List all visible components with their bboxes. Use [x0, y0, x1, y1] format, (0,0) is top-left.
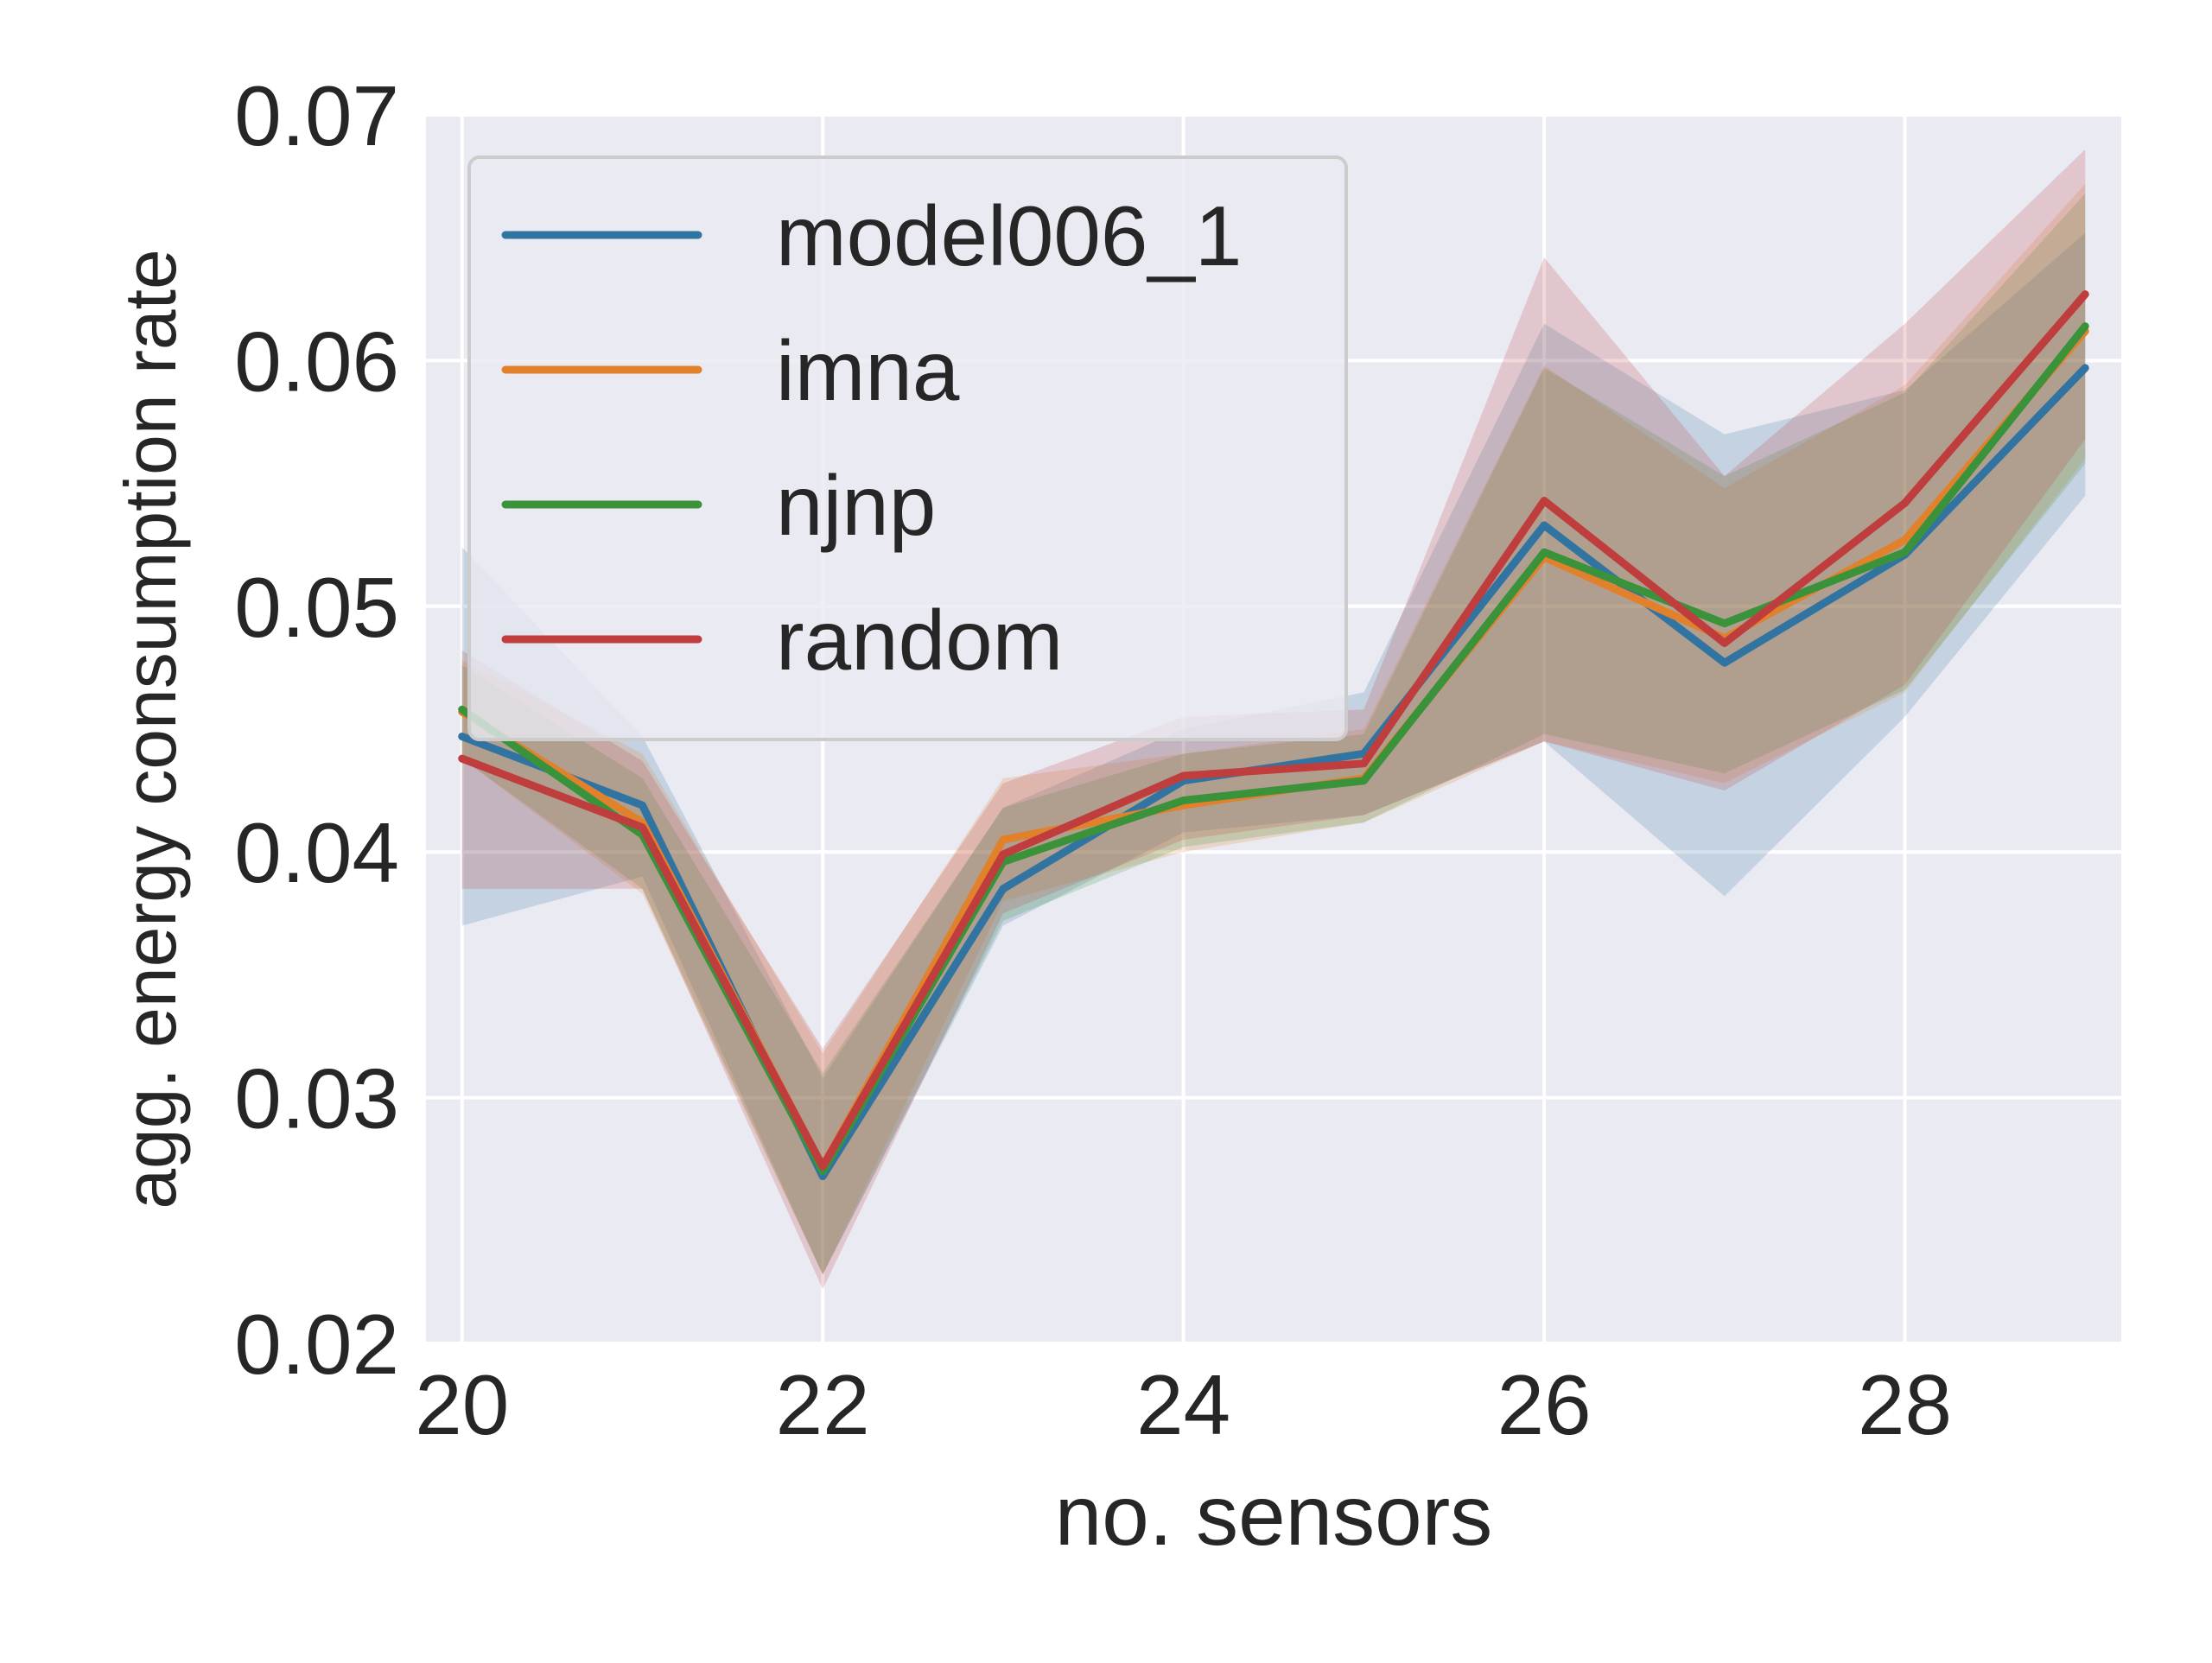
- y-tick-label: 0.04: [234, 805, 399, 900]
- legend-label-random: random: [776, 593, 1063, 688]
- x-tick-label: 24: [1136, 1357, 1230, 1452]
- y-tick-label: 0.03: [234, 1051, 399, 1146]
- series-line-random: [458, 290, 2089, 1171]
- y-tick-label: 0.05: [234, 560, 399, 655]
- confidence-band-imna: [461, 183, 2086, 1275]
- confidence-band-njnp: [461, 194, 2086, 1275]
- tick-labels: 20 22 24 26 28 0.02 0.03 0.04 0.05 0.06 0.07: [234, 68, 1952, 1452]
- legend-label-njnp: njnp: [776, 458, 936, 553]
- x-tick-label: 22: [776, 1357, 870, 1452]
- y-tick-label: 0.06: [234, 314, 399, 409]
- x-tick-label: 28: [1858, 1357, 1952, 1452]
- series-lines: [458, 290, 2089, 1181]
- legend-label-imna: imna: [776, 323, 960, 418]
- legend-label-model006_1: model006_1: [776, 188, 1242, 283]
- y-tick-label: 0.07: [234, 68, 399, 163]
- x-axis-label: no. sensors: [1055, 1468, 1493, 1563]
- x-tick-label: 20: [415, 1357, 509, 1452]
- confidence-band-model006_1: [461, 232, 2086, 1275]
- y-tick-label: 0.02: [234, 1297, 399, 1392]
- legend-frame: [467, 156, 1348, 741]
- x-tick-label: 26: [1497, 1357, 1592, 1452]
- y-axis-label: agg. energy consumption rate: [110, 249, 191, 1209]
